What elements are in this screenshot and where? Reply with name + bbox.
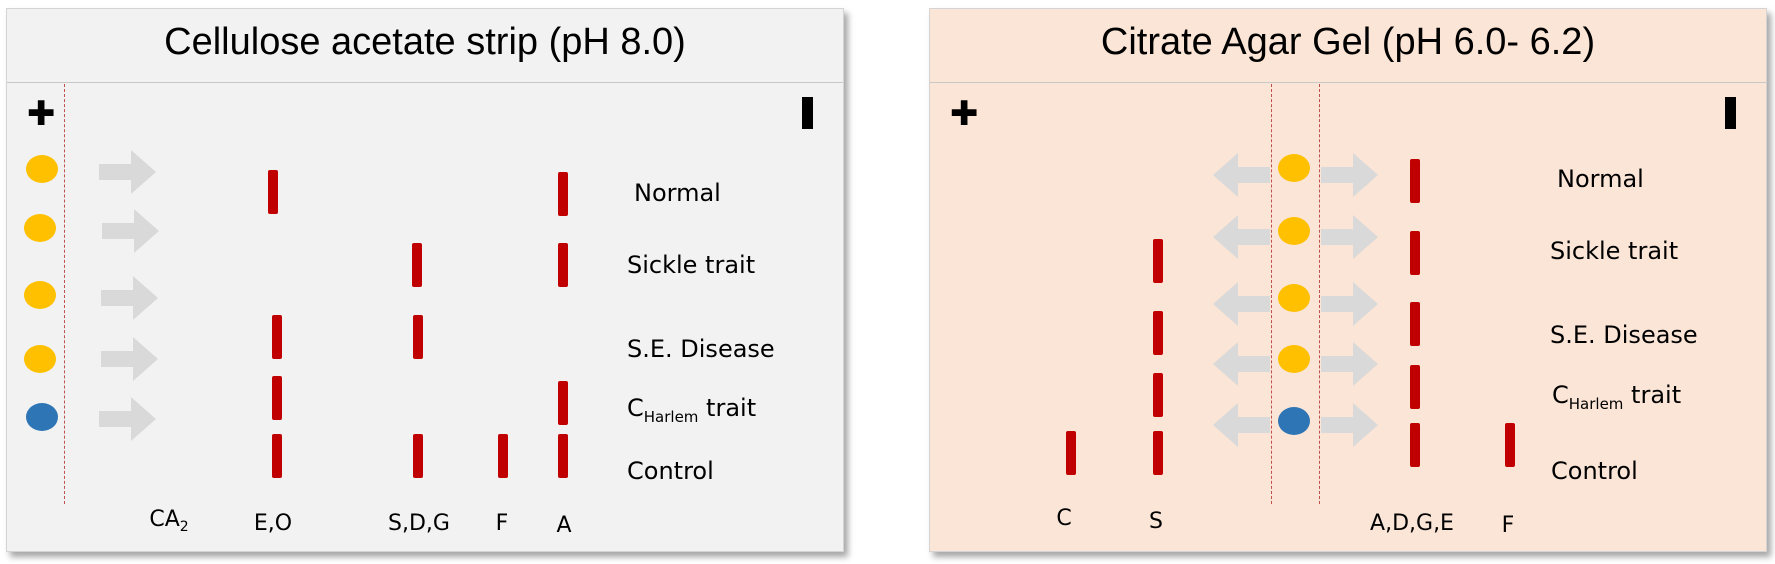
axis-label-ca2: CA2 (149, 507, 189, 535)
band-control-f (498, 434, 508, 478)
band-control-f (1505, 423, 1515, 467)
axis-label-sdg: S,D,G (388, 511, 450, 536)
migration-arrow-left-icon (1213, 153, 1270, 197)
left-title-bar: Cellulose acetate strip (pH 8.0) (7, 9, 843, 83)
origin-line (64, 84, 65, 504)
right-panel-title: Citrate Agar Gel (pH 6.0- 6.2) (1100, 21, 1596, 63)
band-charlem-a (1410, 365, 1420, 409)
row-label-normal: Normal (1557, 165, 1644, 193)
axis-label-s: S (1149, 509, 1163, 534)
row-label-charlem-trait: CHarlem trait (627, 394, 757, 426)
sample-well-sickle-trait (24, 214, 56, 242)
origin-line-right (1319, 84, 1320, 504)
band-sickle-s (1153, 239, 1163, 283)
sample-well-charlem-trait (1278, 345, 1310, 373)
row-label-normal: Normal (634, 179, 721, 207)
axis-label-adge: A,D,G,E (1370, 511, 1454, 536)
migration-arrow-right-icon (1321, 153, 1378, 197)
migration-arrow-icon (101, 337, 158, 381)
cellulose-acetate-panel: Cellulose acetate strip (pH 8.0) ✚ Norma… (6, 8, 844, 552)
band-charlem-a (558, 381, 568, 425)
citrate-agar-panel: Citrate Agar Gel (pH 6.0- 6.2) ✚ Normal … (929, 8, 1767, 552)
row-label-sickle-trait: Sickle trait (1550, 237, 1679, 265)
migration-arrow-left-icon (1213, 403, 1270, 447)
band-control-c (1066, 431, 1076, 475)
migration-arrow-left-icon (1213, 215, 1270, 259)
band-sickle-a (1410, 231, 1420, 275)
band-normal-a (558, 172, 568, 216)
axis-label-f: F (1501, 513, 1515, 538)
band-se-e (1410, 302, 1420, 346)
row-label-se-disease: S.E. Disease (627, 335, 775, 363)
sample-well-control (1278, 407, 1310, 435)
sample-well-sickle-trait (1278, 217, 1310, 245)
row-label-sickle-trait: Sickle trait (627, 251, 756, 279)
sample-well-normal (1278, 154, 1310, 182)
sample-well-charlem-trait (24, 345, 56, 373)
anode-plus-icon: ✚ (27, 94, 56, 134)
migration-arrow-right-icon (1321, 282, 1378, 326)
band-control-s (1153, 431, 1163, 475)
axis-label-a: A (556, 513, 572, 538)
band-sickle-s (412, 243, 422, 287)
sample-well-control (26, 403, 58, 431)
axis-label-eo: E,O (253, 511, 293, 536)
band-se-e (272, 315, 282, 359)
row-label-se-disease: S.E. Disease (1550, 321, 1698, 349)
band-se-s (1153, 311, 1163, 355)
band-se-s (413, 315, 423, 359)
migration-arrow-left-icon (1213, 342, 1270, 386)
axis-label-f: F (495, 511, 509, 536)
band-control-eo (272, 434, 282, 478)
row-label-charlem-trait: CHarlem trait (1552, 381, 1682, 413)
migration-arrow-icon (99, 397, 156, 441)
left-panel-title: Cellulose acetate strip (pH 8.0) (164, 21, 686, 63)
origin-line-left (1271, 84, 1272, 504)
migration-arrow-right-icon (1321, 215, 1378, 259)
band-control-a (558, 434, 568, 478)
band-normal-a (1410, 159, 1420, 203)
migration-arrow-right-icon (1321, 403, 1378, 447)
sample-well-normal (26, 155, 58, 183)
migration-arrow-icon (99, 150, 156, 194)
axis-label-c: C (1056, 506, 1072, 531)
migration-arrow-icon (102, 209, 159, 253)
migration-arrow-left-icon (1213, 282, 1270, 326)
sample-well-se-disease (1278, 284, 1310, 312)
row-label-control: Control (1551, 457, 1638, 485)
cathode-minus-icon (1725, 97, 1736, 129)
migration-arrow-right-icon (1321, 342, 1378, 386)
row-label-control: Control (627, 457, 714, 485)
cathode-minus-icon (802, 97, 813, 129)
sample-well-se-disease (24, 281, 56, 309)
band-charlem-eo (272, 376, 282, 420)
anode-plus-icon: ✚ (950, 94, 979, 134)
band-sickle-a (558, 243, 568, 287)
band-normal-eo (268, 170, 278, 214)
migration-arrow-icon (101, 276, 158, 320)
band-control-a (1410, 423, 1420, 467)
right-title-bar: Citrate Agar Gel (pH 6.0- 6.2) (930, 9, 1766, 83)
band-control-s (413, 434, 423, 478)
band-charlem-s (1153, 373, 1163, 417)
